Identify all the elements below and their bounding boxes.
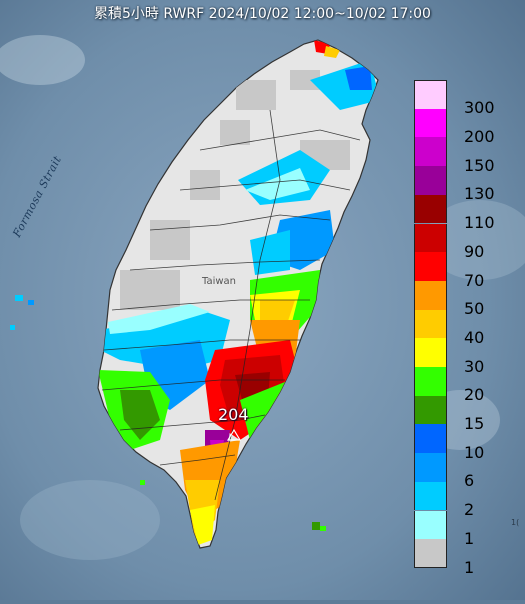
legend-swatch xyxy=(414,367,447,396)
legend-label: 150 xyxy=(464,155,495,175)
legend-row: 30 xyxy=(414,338,519,376)
legend-row: 90 xyxy=(414,223,519,261)
legend-label: 1 xyxy=(464,557,475,577)
legend-label: 110 xyxy=(464,213,495,233)
legend-label: 15 xyxy=(464,414,485,434)
legend-swatch xyxy=(414,108,447,138)
legend-label: 130 xyxy=(464,184,495,204)
legend-row: 150 xyxy=(414,137,519,175)
legend-swatch xyxy=(414,424,447,454)
legend-row: 300 xyxy=(414,80,519,117)
map-title: 累積5小時 RWRF 2024/10/02 12:00~10/02 17:00 xyxy=(94,6,431,22)
legend-label: 200 xyxy=(464,127,495,147)
legend-row: 10 xyxy=(414,424,519,462)
legend-label: 40 xyxy=(464,327,485,347)
legend-swatch xyxy=(414,194,447,224)
rainfall-overlay xyxy=(98,40,378,545)
edge-fragment-label: 1( xyxy=(511,518,520,527)
legend-row: 40 xyxy=(414,309,519,347)
legend-row: 50 xyxy=(414,280,519,318)
legend-label: 90 xyxy=(464,241,485,261)
legend-label: 6 xyxy=(464,471,475,491)
legend-row: 6 xyxy=(414,453,519,490)
legend-swatch xyxy=(414,80,447,109)
legend-label: 1 xyxy=(464,528,475,548)
legend-label: 50 xyxy=(464,299,485,319)
legend-swatch xyxy=(414,309,447,339)
legend-row: 2 xyxy=(414,481,519,519)
peak-marker-icon xyxy=(226,428,242,441)
legend-swatch xyxy=(414,481,447,511)
legend-swatch xyxy=(414,338,447,367)
offshore-echoes xyxy=(10,295,326,531)
legend-row: 1 xyxy=(414,510,519,548)
legend-swatch xyxy=(414,280,447,310)
legend-swatch xyxy=(414,510,447,540)
legend-row: 110 xyxy=(414,194,519,232)
legend-row: 20 xyxy=(414,367,519,404)
legend-row: 70 xyxy=(414,252,519,290)
legend-label: 300 xyxy=(464,98,495,118)
rainfall-legend: 300 200 150 130 110 90 70 50 40 30 20 15 10 6 2 1 1 xyxy=(414,80,519,577)
legend-label: 30 xyxy=(464,356,485,376)
legend-label: 70 xyxy=(464,270,485,290)
legend-swatch xyxy=(414,252,447,281)
peak-value-label: 204 xyxy=(218,405,249,424)
legend-row: 200 xyxy=(414,108,519,146)
legend-row: 15 xyxy=(414,395,519,433)
legend-row: 1 xyxy=(414,539,519,577)
island-label: Taiwan xyxy=(202,276,237,287)
legend-label: 2 xyxy=(464,500,475,520)
legend-swatch xyxy=(414,166,447,195)
legend-label: 20 xyxy=(464,385,485,405)
legend-swatch xyxy=(414,223,447,253)
legend-label: 10 xyxy=(464,442,485,462)
legend-row: 130 xyxy=(414,166,519,203)
legend-swatch xyxy=(414,395,447,425)
county-boundaries xyxy=(101,109,361,501)
legend-swatch xyxy=(414,539,447,568)
legend-swatch xyxy=(414,137,447,167)
legend-swatch xyxy=(414,453,447,482)
